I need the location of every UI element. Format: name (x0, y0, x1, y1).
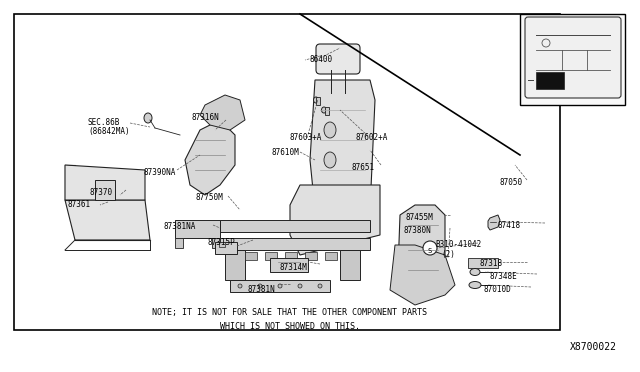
Polygon shape (95, 180, 115, 200)
Ellipse shape (470, 269, 480, 276)
Text: 87390NA: 87390NA (143, 168, 175, 177)
Text: 87314M: 87314M (280, 263, 308, 272)
Text: X8700022: X8700022 (570, 342, 617, 352)
Bar (285, 252, 297, 260)
Bar (316, 97, 320, 105)
Text: (86842MA): (86842MA) (88, 127, 130, 136)
Text: 87603+A: 87603+A (290, 133, 323, 142)
Ellipse shape (469, 282, 481, 289)
Polygon shape (65, 165, 75, 200)
Text: 87361: 87361 (68, 200, 91, 209)
Ellipse shape (321, 107, 326, 113)
Text: 87380N: 87380N (403, 226, 431, 235)
Circle shape (298, 284, 302, 288)
Text: B310-41042: B310-41042 (435, 240, 481, 249)
Bar (230, 280, 330, 292)
Bar (225, 250, 245, 280)
Polygon shape (488, 215, 500, 230)
Polygon shape (398, 205, 445, 285)
FancyBboxPatch shape (525, 17, 621, 98)
Text: WHICH IS NOT SHOWED ON THIS.: WHICH IS NOT SHOWED ON THIS. (220, 322, 360, 331)
Text: 87348E: 87348E (490, 272, 518, 281)
Text: (2): (2) (441, 250, 455, 259)
Text: 87370: 87370 (89, 188, 112, 197)
Bar (220, 220, 370, 232)
Polygon shape (310, 80, 375, 210)
Bar (175, 238, 183, 248)
Text: 87602+A: 87602+A (355, 133, 387, 142)
Bar (305, 252, 317, 260)
Bar (468, 258, 498, 268)
Circle shape (278, 284, 282, 288)
Polygon shape (290, 185, 380, 255)
Bar (219, 242, 225, 247)
Text: 87381NA: 87381NA (163, 222, 195, 231)
Bar (536, 72, 564, 89)
Ellipse shape (314, 97, 319, 103)
Bar (175, 220, 220, 238)
Bar (270, 258, 308, 272)
Text: 86400: 86400 (310, 55, 333, 64)
Circle shape (423, 241, 437, 255)
Polygon shape (390, 245, 455, 305)
Bar (340, 250, 360, 280)
Circle shape (238, 284, 242, 288)
Bar (325, 107, 329, 115)
Text: 87381N: 87381N (248, 285, 276, 294)
Text: 87750M: 87750M (195, 193, 223, 202)
Bar (212, 238, 220, 248)
Circle shape (258, 284, 262, 288)
Ellipse shape (324, 152, 336, 168)
Polygon shape (185, 120, 235, 195)
Bar (265, 252, 277, 260)
Polygon shape (65, 165, 145, 200)
Bar (325, 252, 337, 260)
Text: 87050: 87050 (500, 178, 523, 187)
Bar (520, 14, 625, 105)
Text: 87418: 87418 (498, 221, 521, 230)
Bar (245, 252, 257, 260)
Ellipse shape (324, 122, 336, 138)
Text: 87651: 87651 (351, 163, 374, 172)
Text: 87610M: 87610M (272, 148, 300, 157)
FancyBboxPatch shape (316, 44, 360, 74)
Text: 87455M: 87455M (405, 213, 433, 222)
Text: 87010D: 87010D (484, 285, 512, 294)
Text: NOTE; IT IS NOT FOR SALE THAT THE OTHER COMPONENT PARTS: NOTE; IT IS NOT FOR SALE THAT THE OTHER … (152, 308, 428, 317)
Polygon shape (200, 95, 245, 130)
Bar (215, 242, 237, 254)
Text: 87318: 87318 (480, 259, 503, 268)
Text: 87315P: 87315P (207, 238, 235, 247)
Ellipse shape (144, 113, 152, 123)
Text: S: S (428, 248, 432, 254)
Circle shape (318, 284, 322, 288)
Bar (14, 14, 560, 330)
Polygon shape (65, 200, 150, 240)
Text: 87316N: 87316N (192, 113, 220, 122)
Text: SEC.86B: SEC.86B (88, 118, 120, 127)
Bar (220, 238, 370, 250)
